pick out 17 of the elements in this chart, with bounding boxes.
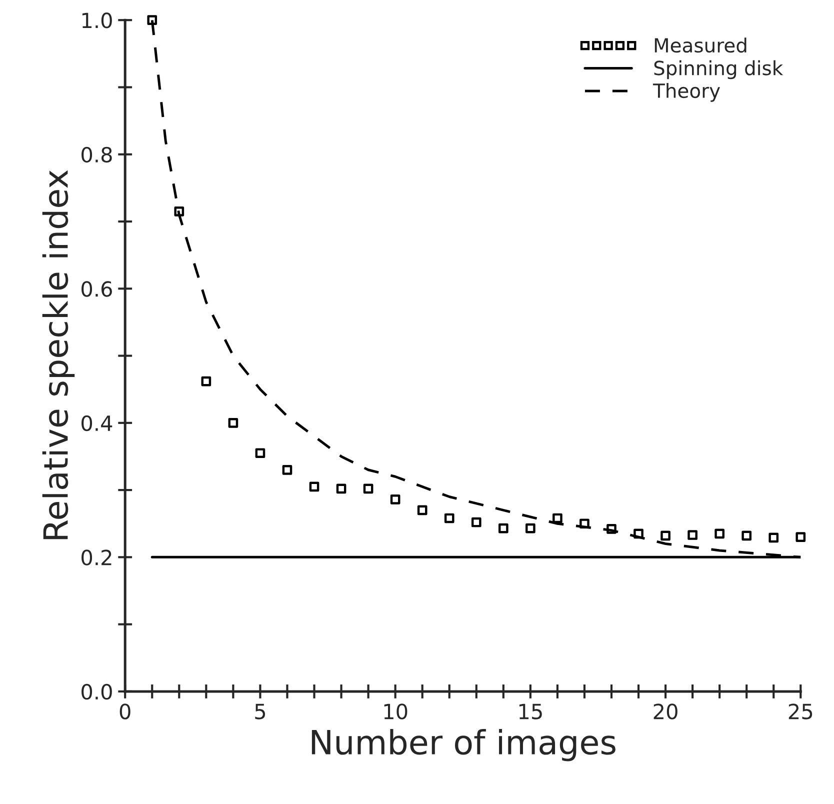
legend-label: Spinning disk (654, 60, 784, 80)
y-tick-label: 0.0 (82, 684, 112, 700)
y-tick-label: 0.4 (82, 415, 112, 432)
x-tick-label: 0 (120, 704, 130, 720)
y-tick-label: 0.6 (82, 281, 112, 297)
x-tick-label: 15 (519, 704, 542, 720)
x-tick-label: 25 (788, 704, 812, 720)
y-tick-label: 0.8 (82, 146, 112, 163)
x-axis-title: Number of images (312, 728, 616, 762)
legend-label: Measured (654, 38, 746, 53)
legend-label: Theory (652, 83, 720, 102)
x-tick-label: 10 (384, 704, 408, 720)
y-tick-label: 1.0 (82, 12, 112, 28)
y-tick-label: 0.2 (82, 550, 112, 566)
y-axis-title: Relative speckle index (42, 170, 75, 540)
x-tick-label: 20 (654, 704, 678, 720)
x-tick-label: 5 (255, 704, 266, 720)
